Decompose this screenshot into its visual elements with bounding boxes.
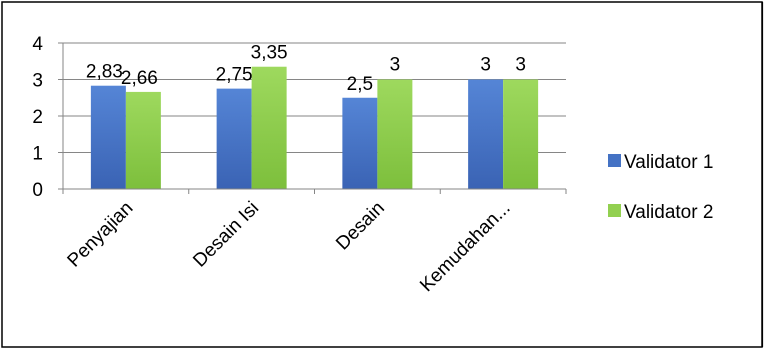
data-labels: 2,832,66 2,753,35 2,5 3 3 3: [86, 43, 526, 95]
data-label: 3: [480, 55, 491, 76]
data-label: 3: [515, 55, 526, 76]
legend-label: Validator 2: [624, 202, 713, 223]
data-label: 2,66: [121, 68, 158, 89]
bars: [90, 66, 539, 189]
y-tick-label: 1: [32, 144, 43, 165]
bar-validator-1: [90, 85, 126, 189]
data-label: 3: [390, 55, 401, 76]
bar-validator-1: [342, 97, 378, 189]
data-label: 3,35: [251, 43, 288, 64]
bar-validator-2: [251, 66, 287, 189]
bar-validator-1: [216, 88, 252, 189]
data-label: 2,5: [347, 74, 373, 95]
y-tick-label: 4: [32, 34, 43, 55]
bar-validator-2: [377, 79, 413, 189]
bar-validator-2: [503, 79, 539, 189]
legend-swatch: [608, 154, 621, 167]
bar-validator-1: [468, 79, 504, 189]
y-tick-label: 2: [32, 107, 43, 128]
legend: Validator 1 Validator 2: [608, 152, 713, 223]
y-tick-label: 3: [32, 71, 43, 92]
legend-swatch: [608, 204, 621, 217]
legend-label: Validator 1: [624, 152, 713, 173]
data-label: 2,75: [216, 65, 253, 86]
data-label: 2,83: [86, 62, 123, 83]
y-tick-label: 0: [32, 180, 43, 201]
bar-validator-2: [125, 91, 161, 189]
